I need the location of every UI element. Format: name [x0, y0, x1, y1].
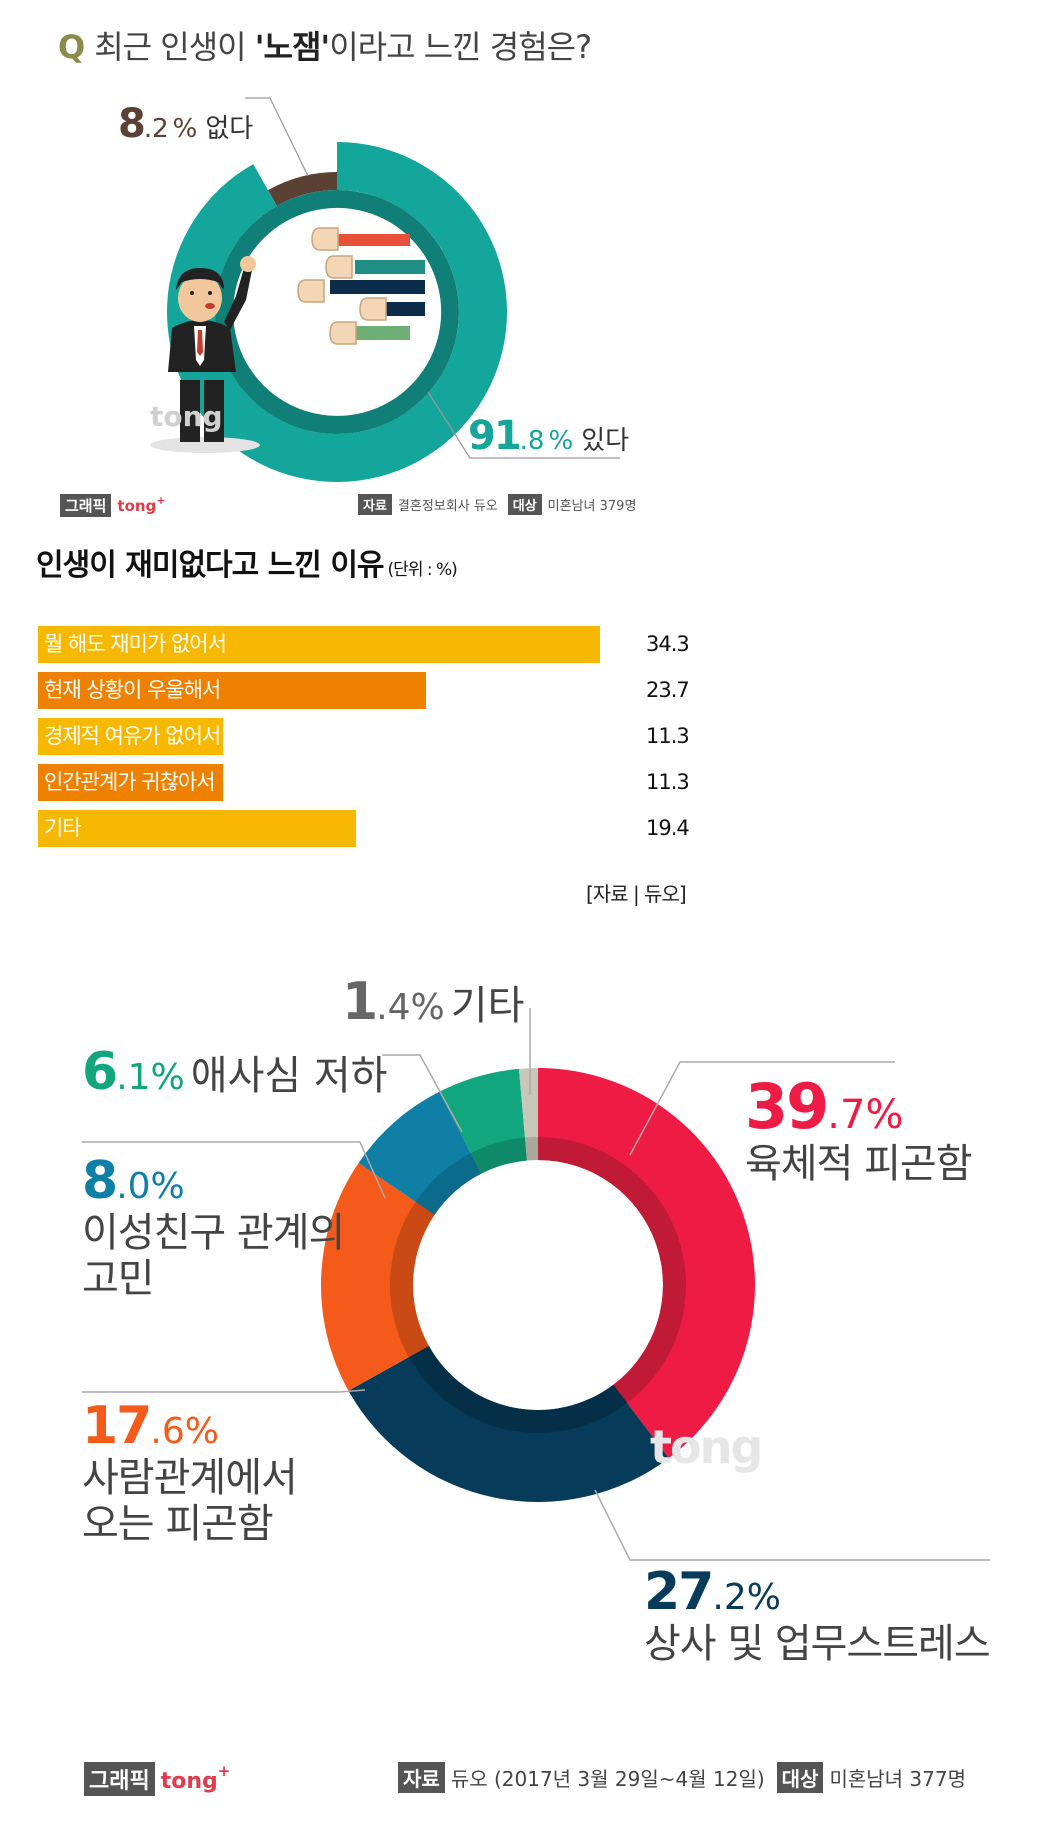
slice-none [268, 172, 337, 206]
slice-label: 39.7% 육체적 피곤함 [745, 1070, 973, 1187]
bar-value-label: 23.7 [646, 678, 690, 702]
bar-value-label: 19.4 [646, 816, 690, 840]
leader-line [594, 1489, 990, 1561]
chart2-source: [자료 | 듀오] [586, 882, 687, 906]
chart1-footer-right: 자료 결혼정보회사 듀오 대상 미혼남녀 379명 [358, 494, 636, 515]
watermark: tong [650, 1420, 763, 1474]
bar: 인간관계가 귀찮아서 [38, 764, 224, 801]
watermark: tong [150, 400, 223, 433]
inner-ring [408, 1345, 628, 1434]
thumbs-down-icon [297, 227, 425, 345]
leader-line [245, 97, 309, 177]
inner-ring [415, 1153, 482, 1215]
slice-physical-fatigue [538, 1068, 755, 1459]
bar: 현재 상황이 우울해서 [38, 672, 427, 709]
title-post: 이라고 느낀 경험은? [329, 28, 592, 66]
bar-value-label: 34.3 [646, 632, 690, 656]
chart3-footer-right: 자료 듀오 (2017년 3월 29일~4월 12일) 대상 미혼남녀 377명 [398, 1762, 966, 1793]
inner-ring [538, 1137, 687, 1404]
leader-line [427, 391, 620, 459]
question-mark-label: Q [58, 28, 85, 66]
inner-ring [389, 1201, 435, 1358]
title-emphasis: '노잼' [254, 28, 330, 66]
bar: 뭘 해도 재미가 없어서 [38, 626, 600, 663]
leader-line [82, 1389, 366, 1393]
bar-value-label: 11.3 [646, 770, 690, 794]
bar-value-label: 11.3 [646, 724, 690, 748]
chart2-title: 인생이 재미없다고 느낀 이유 (단위 : %) [36, 548, 458, 583]
title-pre: 최근 인생이 [94, 28, 255, 66]
man-illustration [150, 256, 260, 453]
chart1-footer-left: 그래픽 tong+ [60, 494, 166, 517]
slice-label: 27.2% 상사 및 업무스트레스 [644, 1562, 991, 1667]
slice-label-yes: 91.8% 있다 [468, 413, 630, 459]
slice-label: 8.0% 이성친구 관계의 고민 [82, 1151, 345, 1302]
slice-label-none: 8.2% 없다 [118, 101, 254, 147]
slice-label: 6.1% 애사심 저하 [82, 1042, 388, 1102]
leader-line [82, 1141, 386, 1199]
bar: 경제적 여유가 없어서 [38, 718, 224, 755]
slice-label: 17.6% 사람관계에서 오는 피곤함 [82, 1396, 298, 1547]
inner-ring [524, 1137, 538, 1161]
bar: 기타 [38, 810, 356, 847]
leader-line [382, 1054, 463, 1133]
inner-ring [470, 1137, 528, 1174]
chart1-title: Q 최근 인생이 '노잼'이라고 느낀 경험은? [58, 22, 592, 68]
slice-label: 1.4% 기타 [342, 972, 525, 1032]
chart3-footer-left: 그래픽 tong+ [84, 1762, 230, 1796]
chart1-donut [166, 97, 620, 483]
leader-line [629, 1061, 895, 1156]
